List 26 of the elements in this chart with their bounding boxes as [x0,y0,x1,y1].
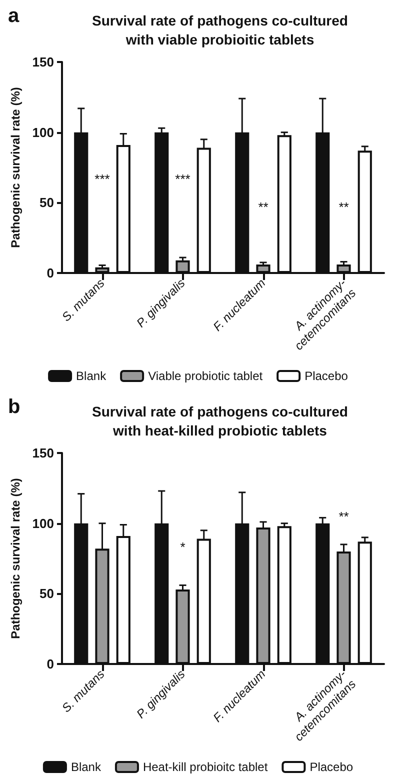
annotation: * [180,540,186,555]
annotation: *** [175,171,190,186]
legend-label: Placebo [304,369,348,383]
chart-title: Survival rate of pathogens co-cultured with viable probioitic tablets [92,12,348,48]
y-axis-title: Pathogenic survival rate (%) [8,478,22,639]
y-tick-label: 50 [40,586,54,602]
chart-title: Survival rate of pathogens co-cultured with heat-killed probiotic tablets [92,404,348,438]
annotation: ** [338,199,349,214]
y-tick-label: 100 [32,124,54,140]
text: a [8,5,20,27]
annotation: ** [258,199,268,214]
y-tick-label: 0 [46,266,54,280]
y-tick-label: 150 [32,446,54,460]
legend-label: Placebo [310,760,354,774]
y-tick-label: 50 [40,195,54,210]
legend-label: Blank [76,369,108,383]
annotation: ** [338,508,349,524]
y-tick-label: 150 [32,54,54,70]
y-tick-label: 100 [32,516,54,531]
annotation: *** [94,171,110,186]
legend-label: Viable probiotic tablet [148,369,264,383]
legend-label: Blank [70,760,102,774]
y-axis-title: Pathogenic survival rate (%) [8,87,22,248]
legend-label: Heat-kill probioitc tablet [142,760,268,774]
y-tick-label: 0 [46,656,54,672]
text: b [8,396,20,418]
